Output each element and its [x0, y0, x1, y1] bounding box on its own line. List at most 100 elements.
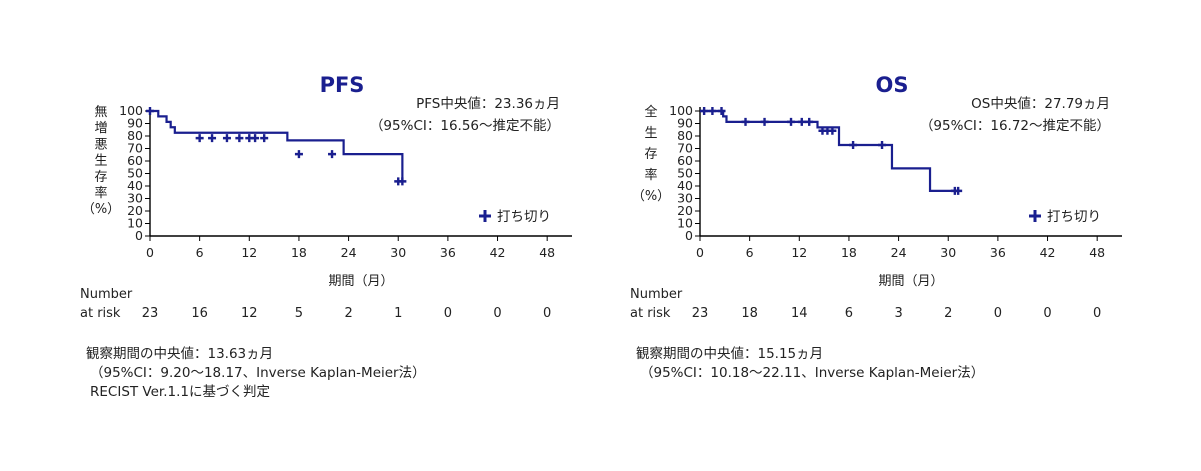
censor-mark: [146, 107, 154, 115]
risk-count: 23: [142, 306, 159, 321]
x-tick-label: 48: [539, 245, 555, 260]
chart-title: OS: [876, 73, 909, 97]
censor-mark: [294, 150, 303, 159]
risk-count: 0: [1043, 306, 1051, 321]
y-tick-label: 20: [677, 203, 693, 218]
risk-count: 0: [444, 306, 452, 321]
risk-count: 0: [1093, 306, 1101, 321]
censor-mark: [760, 117, 769, 126]
y-tick-label: 80: [127, 128, 143, 143]
y-tick-label: 40: [677, 178, 693, 193]
risk-count: 16: [191, 306, 208, 321]
y-tick-label: 70: [127, 141, 143, 156]
x-tick-label: 6: [746, 245, 754, 260]
x-tick-label: 42: [490, 245, 506, 260]
plus-censor-icon: [479, 210, 491, 222]
chart-title: PFS: [320, 73, 365, 97]
legend-label: 打ち切り: [1047, 208, 1101, 225]
y-tick-label: 40: [127, 178, 143, 193]
median-label: OS中央値：27.79ヵ月: [971, 96, 1110, 112]
censor-mark: [717, 107, 726, 115]
x-axis-label: 期間（月）: [878, 274, 943, 289]
y-axis-label-char: （%）: [632, 189, 670, 204]
censor-mark: [741, 117, 750, 126]
censor-mark: [878, 141, 887, 149]
y-axis-label-char: 全: [644, 104, 657, 120]
y-tick-label: 0: [135, 228, 143, 243]
ci-label: （95%CI：16.72〜推定不能）: [920, 118, 1110, 134]
risk-table-label: at risk: [80, 306, 121, 321]
risk-count: 6: [845, 306, 853, 321]
y-axis-label-char: 存: [94, 170, 107, 185]
y-tick-label: 80: [677, 128, 693, 143]
x-tick-label: 30: [940, 245, 956, 260]
x-tick-label: 24: [891, 245, 907, 260]
x-tick-label: 0: [696, 245, 704, 260]
risk-count: 5: [295, 306, 303, 321]
censor-mark: [195, 134, 204, 143]
pfs-panel: PFS PFS中央値：23.36ヵ月 （95%CI：16.56〜推定不能） 無増悪生存…: [80, 73, 572, 400]
censor-mark: [260, 134, 269, 143]
censor-mark: [708, 107, 717, 115]
x-tick-label: 12: [791, 245, 807, 260]
y-axis-label-char: 悪: [94, 137, 107, 152]
x-tick-label: 42: [1040, 245, 1056, 260]
median-label: PFS中央値：23.36ヵ月: [416, 96, 560, 112]
plus-censor-icon: [1029, 210, 1041, 222]
y-axis-label-char: 無: [94, 105, 107, 120]
censor-mark: [787, 117, 796, 126]
risk-count: 14: [791, 306, 808, 321]
censor-mark: [235, 134, 244, 143]
footnote: 観察期間の中央値：15.15ヵ月: [636, 345, 823, 362]
censor-mark: [954, 186, 963, 195]
x-tick-label: 18: [291, 245, 307, 260]
y-tick-label: 30: [677, 191, 693, 206]
y-axis-label-char: 存: [644, 147, 657, 162]
censor-mark: [208, 134, 217, 143]
risk-count: 0: [994, 306, 1002, 321]
ci-label: （95%CI：16.56〜推定不能）: [370, 118, 560, 134]
x-tick-label: 36: [440, 245, 456, 260]
risk-table-label: Number: [630, 287, 683, 302]
censor-mark: [398, 177, 407, 186]
y-axis-label-char: 生: [644, 126, 657, 141]
x-tick-label: 18: [841, 245, 857, 260]
y-axis-label-char: 増: [94, 121, 107, 136]
y-axis-label-char: 生: [94, 154, 107, 169]
x-tick-label: 6: [196, 245, 204, 260]
footnote: （95%CI：10.18〜22.11、Inverse Kaplan-Meier法…: [640, 365, 984, 381]
y-tick-label: 10: [127, 216, 143, 231]
x-tick-label: 24: [341, 245, 357, 260]
censor-mark: [828, 126, 837, 135]
risk-count: 0: [493, 306, 501, 321]
y-tick-label: 90: [127, 116, 143, 131]
risk-count: 1: [394, 306, 402, 321]
censor-mark: [805, 117, 814, 126]
risk-count: 18: [741, 306, 758, 321]
y-tick-label: 50: [677, 166, 693, 181]
risk-count: 12: [241, 306, 258, 321]
censor-mark: [222, 134, 231, 143]
censor-mark: [797, 117, 806, 126]
x-tick-label: 12: [241, 245, 257, 260]
risk-table-label: at risk: [630, 306, 671, 321]
y-tick-label: 50: [127, 166, 143, 181]
survival-curve: [150, 109, 404, 182]
x-tick-label: 36: [990, 245, 1006, 260]
footnote: 観察期間の中央値：13.63ヵ月: [86, 345, 273, 362]
y-tick-label: 90: [677, 116, 693, 131]
y-tick-label: 70: [677, 141, 693, 156]
y-tick-label: 100: [119, 103, 143, 118]
y-tick-label: 60: [127, 153, 143, 168]
y-tick-label: 10: [677, 216, 693, 231]
y-tick-label: 100: [669, 103, 693, 118]
y-axis-label-char: 率: [94, 185, 107, 201]
y-tick-label: 30: [127, 191, 143, 206]
y-axis-label-char: 率: [644, 167, 657, 183]
censor-mark: [328, 150, 337, 159]
censor-mark: [849, 141, 858, 149]
risk-count: 2: [944, 306, 952, 321]
censor-mark: [700, 107, 709, 115]
